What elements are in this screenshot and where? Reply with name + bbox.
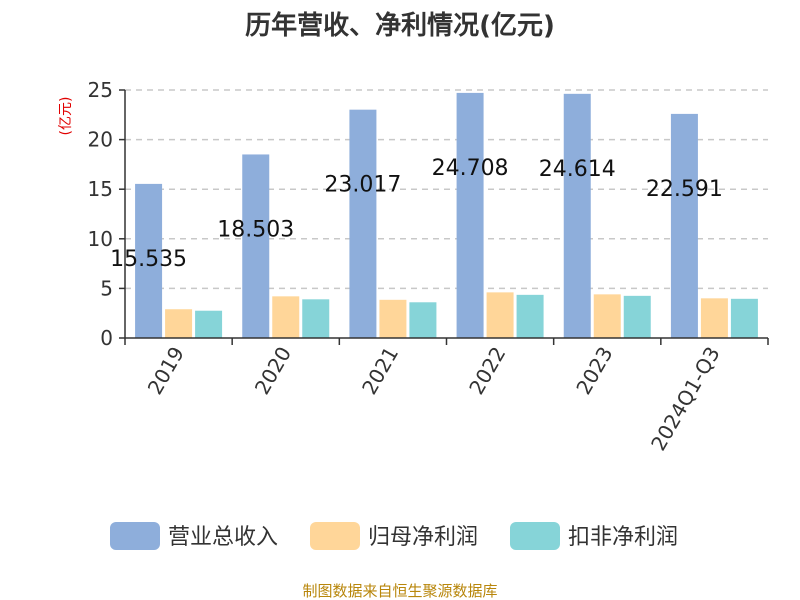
bar-3-2024Q1-Q3 <box>730 298 758 338</box>
data-label: 24.614 <box>539 157 616 182</box>
x-tick-label: 2019 <box>143 343 189 399</box>
legend-swatch <box>110 522 160 550</box>
bars <box>135 92 758 338</box>
y-tick-label: 5 <box>100 276 113 300</box>
bar-3-2020 <box>302 299 330 338</box>
x-tick-label: 2020 <box>250 343 296 399</box>
bar-3-2021 <box>409 302 437 338</box>
bar-3-2022 <box>516 294 544 338</box>
legend-label: 营业总收入 <box>168 525 278 550</box>
legend-label: 归母净利润 <box>368 525 478 550</box>
bar-2-2023 <box>593 294 621 338</box>
bar-1-2022 <box>456 92 484 338</box>
bar-2-2020 <box>272 296 300 338</box>
legend-label: 扣非净利润 <box>568 525 678 550</box>
legend-swatch <box>310 522 360 550</box>
chart-title: 历年营收、净利情况(亿元) <box>245 10 555 41</box>
bar-1-2024Q1-Q3 <box>670 113 698 338</box>
bar-2-2021 <box>379 299 407 338</box>
data-label: 18.503 <box>217 217 294 242</box>
x-tick-label: 2021 <box>357 343 403 399</box>
bar-2-2024Q1-Q3 <box>700 298 728 338</box>
y-tick-label: 15 <box>88 177 113 201</box>
data-label: 23.017 <box>324 173 401 198</box>
bar-3-2019 <box>195 310 223 338</box>
data-labels: 15.535 18.503 23.017 24.708 24.614 22.591 <box>110 156 723 272</box>
bar-2-2019 <box>165 309 193 338</box>
x-tick-label: 2024Q1-Q3 <box>646 343 725 455</box>
y-tick-label: 10 <box>88 227 113 251</box>
y-tick-label: 20 <box>88 128 113 152</box>
data-label: 24.708 <box>432 156 509 181</box>
bar-1-2020 <box>242 154 270 338</box>
x-tick-label: 2022 <box>464 343 510 399</box>
legend-swatch <box>510 522 560 550</box>
y-axis-ticks: 0 5 10 15 20 25 <box>88 78 125 350</box>
bar-3-2023 <box>623 295 651 338</box>
bar-1-2023 <box>563 93 591 338</box>
bar-1-2019 <box>135 183 163 338</box>
gridlines <box>125 89 768 290</box>
bar-1-2021 <box>349 109 377 338</box>
y-axis-label: (亿元) <box>58 97 74 136</box>
y-tick-label: 0 <box>100 326 113 350</box>
source-note: 制图数据来自恒生聚源数据库 <box>302 582 497 600</box>
data-label: 22.591 <box>646 177 723 202</box>
bar-2-2022 <box>486 292 514 338</box>
y-tick-label: 25 <box>88 78 113 102</box>
legend: 营业总收入 归母净利润 扣非净利润 <box>110 522 678 550</box>
data-label: 15.535 <box>110 247 187 272</box>
x-axis-ticks: 2019 2020 2021 2022 2023 2024Q1-Q3 <box>124 338 769 455</box>
x-tick-label: 2023 <box>571 343 617 399</box>
